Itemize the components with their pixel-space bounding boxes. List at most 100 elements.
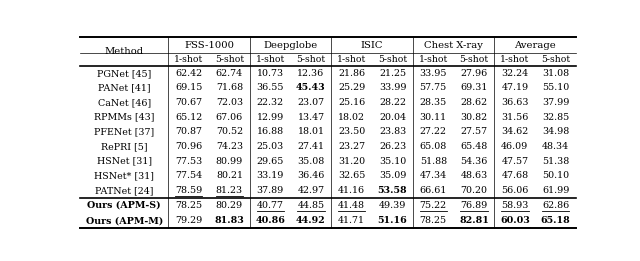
Text: RPMMs [43]: RPMMs [43] (94, 113, 154, 122)
Text: 51.88: 51.88 (420, 157, 447, 165)
Text: 48.63: 48.63 (460, 171, 488, 180)
Text: 51.38: 51.38 (542, 157, 569, 165)
Text: 1-shot: 1-shot (174, 55, 204, 64)
Text: 31.08: 31.08 (542, 69, 569, 78)
Text: 67.06: 67.06 (216, 113, 243, 122)
Text: 27.96: 27.96 (460, 69, 488, 78)
Text: 78.25: 78.25 (420, 216, 447, 225)
Text: 37.89: 37.89 (257, 186, 284, 195)
Text: 53.58: 53.58 (378, 186, 407, 195)
Text: 75.22: 75.22 (420, 201, 447, 210)
Text: 12.99: 12.99 (257, 113, 284, 122)
Text: 5-shot: 5-shot (541, 55, 570, 64)
Text: 21.86: 21.86 (338, 69, 365, 78)
Text: 35.10: 35.10 (379, 157, 406, 165)
Text: 54.36: 54.36 (460, 157, 488, 165)
Text: 23.50: 23.50 (338, 127, 365, 136)
Text: 47.19: 47.19 (501, 84, 529, 92)
Text: 65.08: 65.08 (420, 142, 447, 151)
Text: 1-shot: 1-shot (500, 55, 529, 64)
Text: 5-shot: 5-shot (296, 55, 326, 64)
Text: 71.68: 71.68 (216, 84, 243, 92)
Text: 70.52: 70.52 (216, 127, 243, 136)
Text: Ours (APM-S): Ours (APM-S) (87, 201, 161, 210)
Text: 66.61: 66.61 (420, 186, 447, 195)
Text: 20.04: 20.04 (379, 113, 406, 122)
Text: 74.23: 74.23 (216, 142, 243, 151)
Text: 70.20: 70.20 (461, 186, 488, 195)
Text: 57.75: 57.75 (420, 84, 447, 92)
Text: 72.03: 72.03 (216, 98, 243, 107)
Text: Average: Average (515, 41, 556, 50)
Text: 82.81: 82.81 (459, 216, 489, 225)
Text: 56.06: 56.06 (501, 186, 529, 195)
Text: 80.21: 80.21 (216, 171, 243, 180)
Text: 18.01: 18.01 (298, 127, 324, 136)
Text: 33.95: 33.95 (420, 69, 447, 78)
Text: 65.12: 65.12 (175, 113, 202, 122)
Text: 1-shot: 1-shot (255, 55, 285, 64)
Text: 50.10: 50.10 (542, 171, 569, 180)
Text: 34.98: 34.98 (542, 127, 569, 136)
Text: 33.99: 33.99 (379, 84, 406, 92)
Text: 69.31: 69.31 (460, 84, 488, 92)
Text: PANet [41]: PANet [41] (98, 84, 150, 92)
Text: 47.57: 47.57 (501, 157, 529, 165)
Text: CaNet [46]: CaNet [46] (97, 98, 151, 107)
Text: 76.89: 76.89 (460, 201, 488, 210)
Text: 70.67: 70.67 (175, 98, 202, 107)
Text: 5-shot: 5-shot (378, 55, 407, 64)
Text: 40.86: 40.86 (255, 216, 285, 225)
Text: 41.71: 41.71 (338, 216, 365, 225)
Text: FSS-1000: FSS-1000 (184, 41, 234, 50)
Text: 41.48: 41.48 (338, 201, 365, 210)
Text: PFENet [37]: PFENet [37] (94, 127, 154, 136)
Text: 5-shot: 5-shot (460, 55, 488, 64)
Text: HSNet* [31]: HSNet* [31] (94, 171, 154, 180)
Text: Deepglobe: Deepglobe (264, 41, 317, 50)
Text: 30.11: 30.11 (420, 113, 447, 122)
Text: 21.25: 21.25 (379, 69, 406, 78)
Text: PATNet [24]: PATNet [24] (95, 186, 154, 195)
Text: 78.59: 78.59 (175, 186, 202, 195)
Text: 47.68: 47.68 (501, 171, 529, 180)
Text: 31.56: 31.56 (501, 113, 529, 122)
Text: 27.41: 27.41 (298, 142, 324, 151)
Text: 60.03: 60.03 (500, 216, 530, 225)
Text: 62.74: 62.74 (216, 69, 243, 78)
Text: 78.25: 78.25 (175, 201, 202, 210)
Text: 44.85: 44.85 (298, 201, 324, 210)
Text: 5-shot: 5-shot (215, 55, 244, 64)
Text: 81.83: 81.83 (214, 216, 244, 225)
Text: 31.20: 31.20 (338, 157, 365, 165)
Text: 22.32: 22.32 (257, 98, 284, 107)
Text: 80.99: 80.99 (216, 157, 243, 165)
Text: 18.02: 18.02 (338, 113, 365, 122)
Text: ISIC: ISIC (361, 41, 383, 50)
Text: Chest X-ray: Chest X-ray (424, 41, 483, 50)
Text: 32.24: 32.24 (501, 69, 529, 78)
Text: 37.99: 37.99 (542, 98, 570, 107)
Text: PGNet [45]: PGNet [45] (97, 69, 151, 78)
Text: 77.54: 77.54 (175, 171, 202, 180)
Text: 70.87: 70.87 (175, 127, 202, 136)
Text: Method: Method (104, 47, 144, 56)
Text: 42.97: 42.97 (298, 186, 324, 195)
Text: 44.92: 44.92 (296, 216, 326, 225)
Text: 69.15: 69.15 (175, 84, 202, 92)
Text: 30.82: 30.82 (461, 113, 488, 122)
Text: 1-shot: 1-shot (419, 55, 448, 64)
Text: 46.09: 46.09 (501, 142, 529, 151)
Text: 28.22: 28.22 (379, 98, 406, 107)
Text: 48.34: 48.34 (542, 142, 569, 151)
Text: HSNet [31]: HSNet [31] (97, 157, 152, 165)
Text: 28.62: 28.62 (461, 98, 488, 107)
Text: 23.27: 23.27 (338, 142, 365, 151)
Text: 32.85: 32.85 (542, 113, 569, 122)
Text: 77.53: 77.53 (175, 157, 202, 165)
Text: 36.46: 36.46 (297, 171, 324, 180)
Text: 1-shot: 1-shot (337, 55, 366, 64)
Text: 23.07: 23.07 (298, 98, 324, 107)
Text: 27.22: 27.22 (420, 127, 447, 136)
Text: 40.77: 40.77 (257, 201, 284, 210)
